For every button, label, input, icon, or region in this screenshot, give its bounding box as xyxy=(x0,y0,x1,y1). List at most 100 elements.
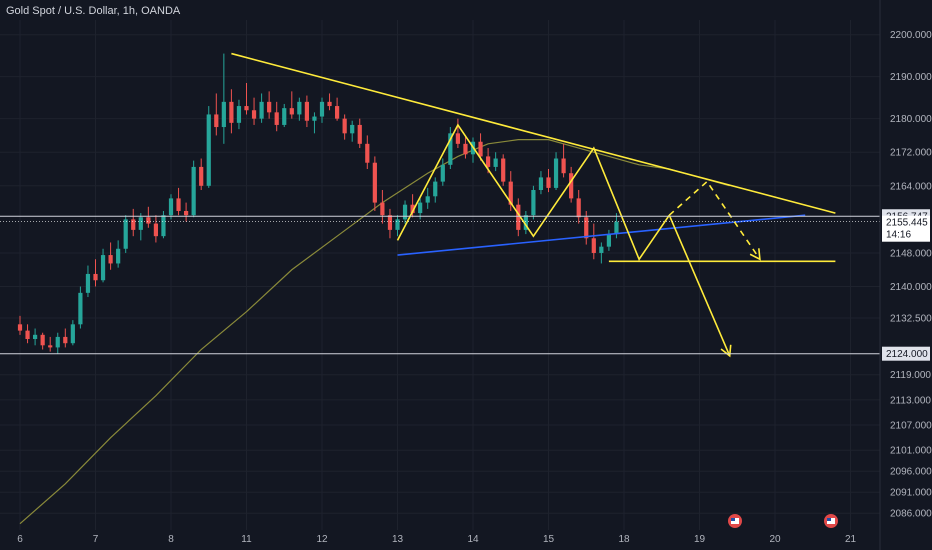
candle-body xyxy=(244,106,249,111)
candle-body xyxy=(85,273,91,293)
y-tick-label: 2132.500 xyxy=(890,314,932,325)
candle-body xyxy=(410,204,415,214)
candle-body xyxy=(614,221,619,235)
candle-body xyxy=(63,336,68,344)
candle-body xyxy=(508,181,513,205)
y-tick-label: 2190.000 xyxy=(890,72,932,83)
candle-body xyxy=(357,124,362,144)
projection-dashed-line xyxy=(668,180,761,260)
event-flag-icon-canton xyxy=(827,518,831,521)
candle-body xyxy=(350,124,355,134)
x-tick-label: 19 xyxy=(694,534,706,545)
candle-body xyxy=(206,114,211,186)
y-tick-label: 2172.000 xyxy=(890,148,932,159)
w-pattern-line xyxy=(396,123,670,261)
candle-body xyxy=(319,101,325,117)
candle-body xyxy=(274,112,279,125)
y-tick-label: 2113.000 xyxy=(890,395,931,406)
candle-body xyxy=(516,204,521,230)
support-line xyxy=(397,214,806,256)
y-tick-label: 2091.000 xyxy=(890,488,932,499)
y-tick-label: 2101.000 xyxy=(890,446,932,457)
candle-body xyxy=(259,101,264,119)
current-price-tag xyxy=(882,215,930,242)
candle-body xyxy=(448,133,453,165)
candle-body xyxy=(251,110,257,119)
candle-body xyxy=(131,219,136,230)
y-tick-label: 2107.000 xyxy=(890,421,932,432)
candle-body xyxy=(425,196,430,203)
arrowhead-dashed xyxy=(749,248,761,261)
candle-body xyxy=(229,101,234,123)
candle-body xyxy=(221,101,226,128)
candle-body xyxy=(599,246,604,253)
current-price-label: 2155.445 xyxy=(886,218,928,229)
x-tick-label: 21 xyxy=(845,534,857,545)
candle-body xyxy=(93,273,98,281)
candle-body xyxy=(455,133,460,144)
x-tick-label: 7 xyxy=(93,534,99,545)
grid-lines xyxy=(0,20,880,530)
candle-body xyxy=(267,101,272,113)
candles xyxy=(17,53,619,354)
candle-body xyxy=(569,173,574,199)
candle-body xyxy=(546,177,551,188)
candle-body xyxy=(214,114,219,128)
candle-body xyxy=(531,190,536,216)
candle-body xyxy=(40,334,45,346)
candle-body xyxy=(25,330,30,340)
candle-body xyxy=(108,255,113,264)
candle-body xyxy=(312,116,317,121)
candle-body xyxy=(395,219,400,230)
candle-body xyxy=(191,166,196,216)
candle-body xyxy=(372,162,377,203)
candle-body xyxy=(606,234,611,247)
x-tick-label: 8 xyxy=(168,534,174,545)
candle-body xyxy=(100,255,106,281)
chart-title: Gold Spot / U.S. Dollar, 1h, OANDA xyxy=(6,5,181,17)
candle-body xyxy=(282,108,287,125)
y-tick-label: 2086.000 xyxy=(890,509,932,520)
candle-body xyxy=(486,156,491,167)
y-tick-label: 2164.000 xyxy=(890,181,932,192)
time-axis[interactable]: 6 7 8 11 12 13 14 15 18 19 20 21 xyxy=(17,534,856,545)
event-flag-icon-canton xyxy=(731,518,735,521)
candle-body xyxy=(116,248,121,264)
candle-body xyxy=(342,118,347,134)
horizontal-levels xyxy=(0,215,880,355)
candle-body xyxy=(561,158,566,174)
x-tick-label: 6 xyxy=(17,534,23,545)
candle-body xyxy=(433,181,438,197)
candle-body xyxy=(523,215,528,230)
candle-body xyxy=(380,202,385,216)
arrowhead-down xyxy=(720,344,732,358)
candle-body xyxy=(493,158,498,167)
x-tick-label: 13 xyxy=(392,534,404,545)
candle-body xyxy=(184,210,189,216)
event-markers xyxy=(728,514,838,528)
candle-body xyxy=(55,336,60,348)
y-tick-label: 2200.000 xyxy=(890,30,932,41)
candle-body xyxy=(146,217,151,224)
candle-body xyxy=(33,334,38,340)
candle-body xyxy=(440,164,445,182)
candle-body xyxy=(418,202,423,214)
candle-body xyxy=(78,292,83,325)
level-tag-label: 2124.000 xyxy=(886,349,928,360)
x-tick-label: 18 xyxy=(618,534,630,545)
candle-body xyxy=(199,166,204,186)
candle-body xyxy=(304,101,309,121)
candle-body xyxy=(538,177,544,190)
candle-body xyxy=(335,106,340,119)
y-tick-label: 2140.000 xyxy=(890,282,932,293)
candle-body xyxy=(478,141,483,157)
candle-body xyxy=(153,223,158,237)
x-tick-label: 14 xyxy=(467,534,479,545)
y-tick-label: 2096.000 xyxy=(890,467,932,478)
candle-body xyxy=(576,198,581,218)
candle-body xyxy=(463,143,468,155)
candle-body xyxy=(584,217,589,239)
price-axis[interactable]: 2200.000 2190.000 2180.000 2172.000 2164.000… xyxy=(879,0,932,550)
